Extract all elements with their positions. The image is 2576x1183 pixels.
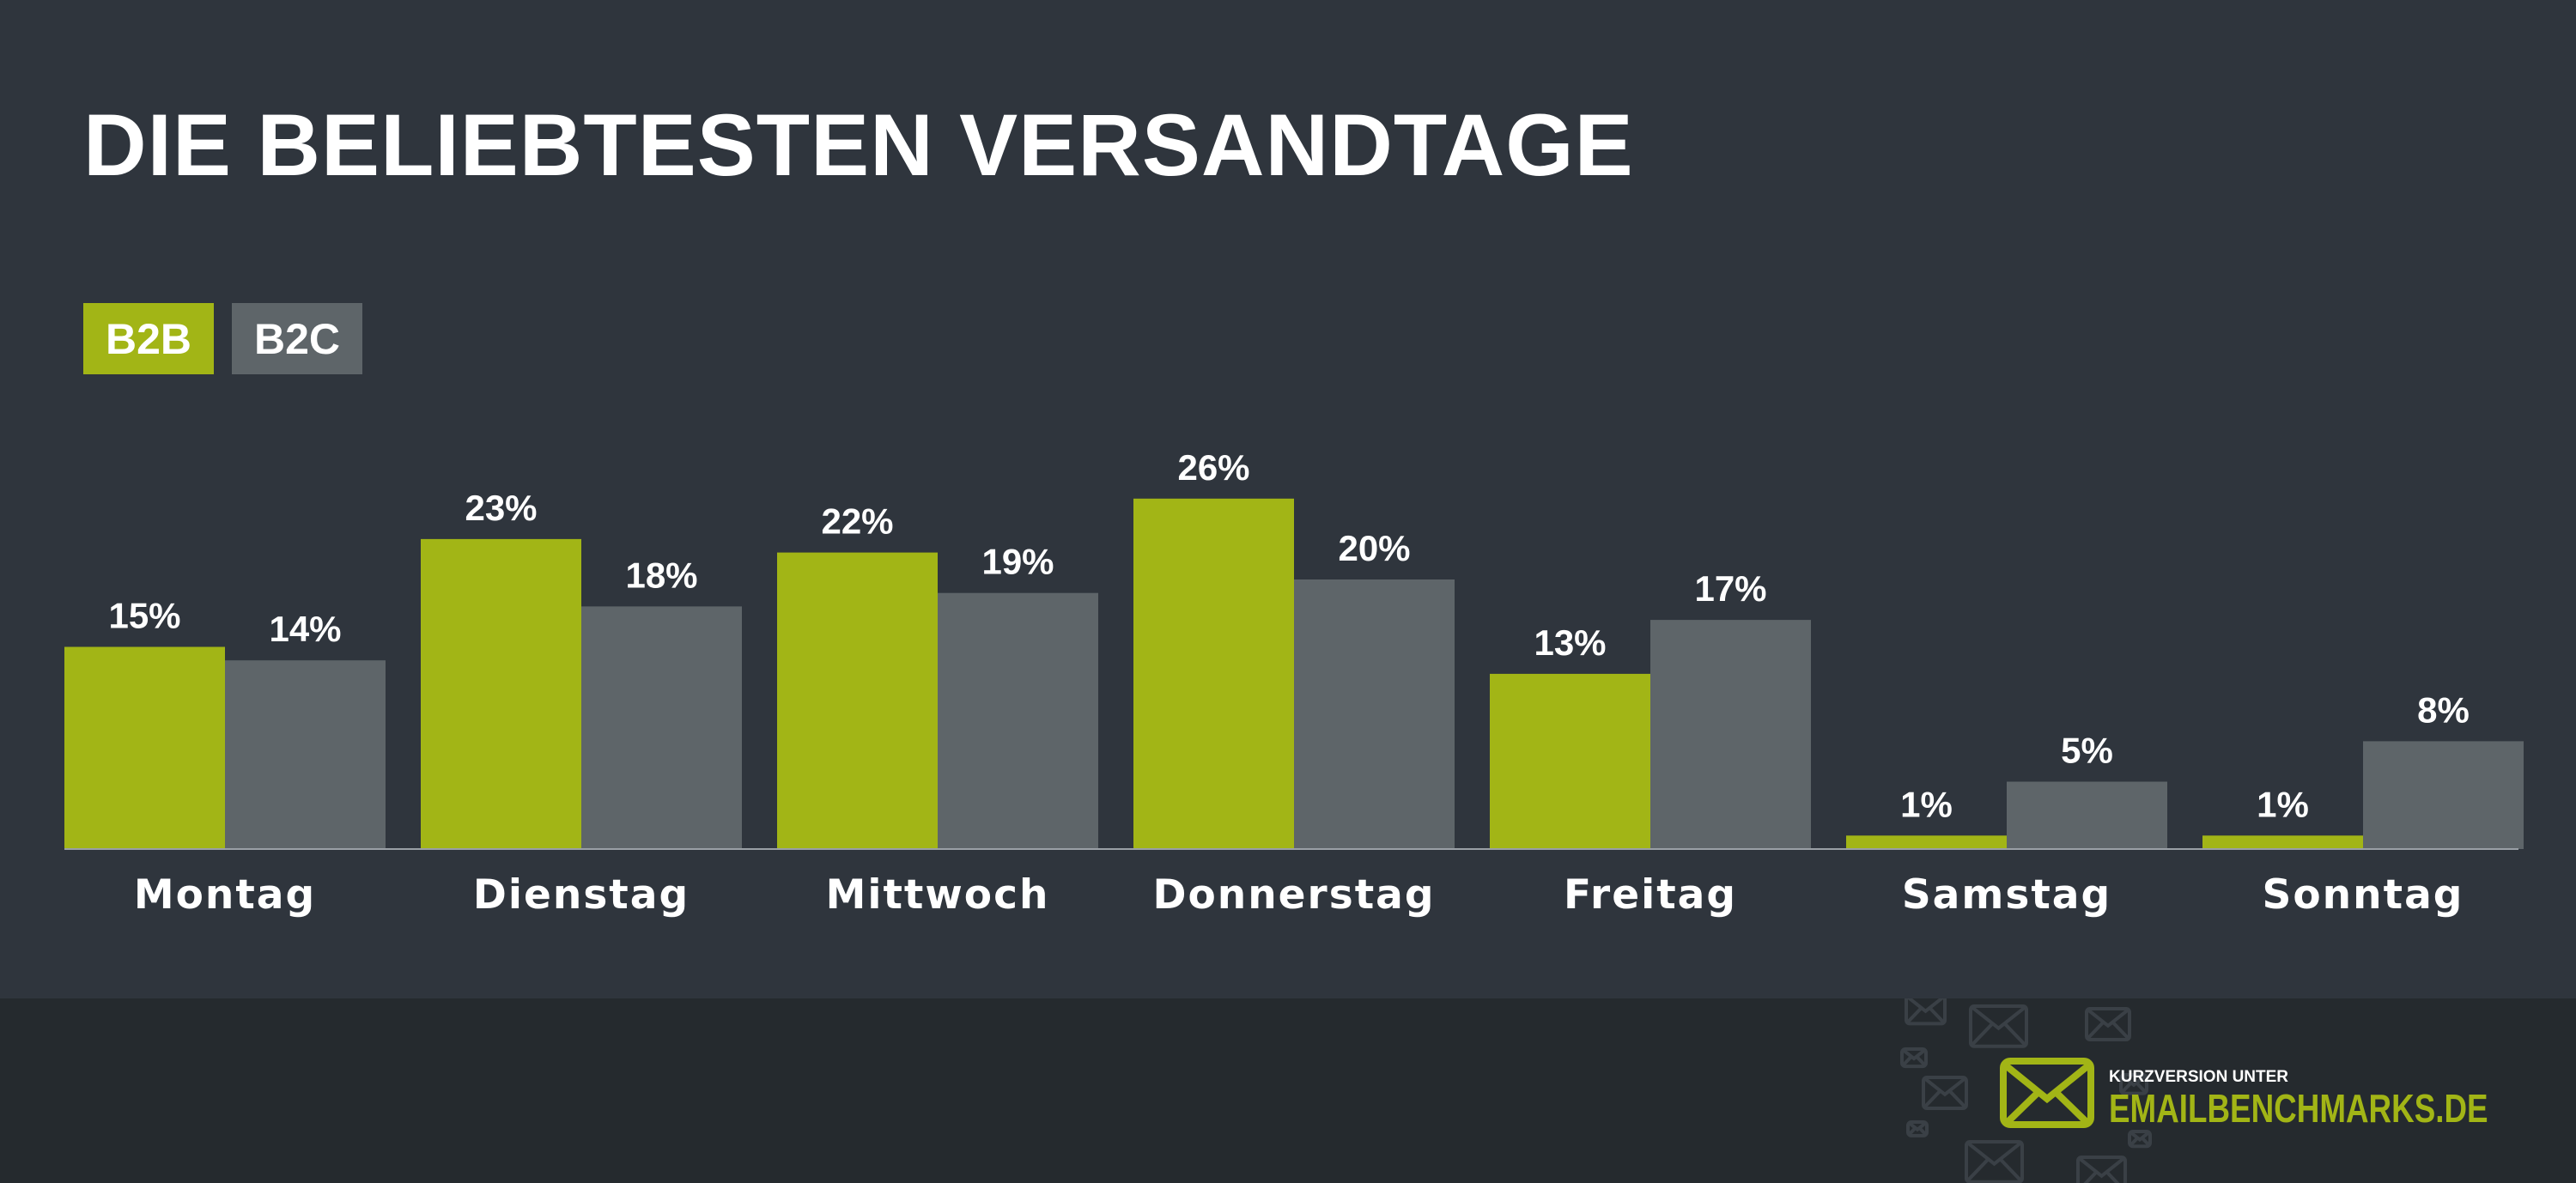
bar-b2b-freitag <box>1490 673 1650 849</box>
data-label: 15% <box>108 596 180 636</box>
data-label: 20% <box>1338 528 1410 568</box>
bar-b2b-montag <box>64 646 225 849</box>
bar-b2b-sonntag <box>2202 835 2363 849</box>
data-label: 8% <box>2417 689 2470 730</box>
data-label: 19% <box>981 542 1054 582</box>
data-label: 23% <box>465 488 537 528</box>
x-tick-label: Freitag <box>1564 871 1737 919</box>
x-tick-label: Sonntag <box>2263 871 2464 919</box>
envelope-pattern <box>1900 998 2152 1183</box>
bar-b2c-donnerstag <box>1294 579 1455 849</box>
x-tick-label: Dienstag <box>473 871 690 919</box>
legend-b2b: B2B <box>83 303 214 374</box>
x-tick-label: Samstag <box>1902 871 2111 919</box>
footer <box>0 998 2576 1183</box>
legend-b2c: B2C <box>232 303 362 374</box>
bar-b2b-donnerstag <box>1133 498 1294 849</box>
x-tick-label: Mittwoch <box>826 871 1050 919</box>
data-label: 26% <box>1177 447 1249 488</box>
bar-b2c-freitag <box>1650 620 1811 849</box>
logo-brand[interactable]: EMAILBENCHMARKS.DE <box>2109 1086 2488 1131</box>
data-label: 17% <box>1694 568 1766 609</box>
data-label: 22% <box>821 501 893 542</box>
bar-b2b-mittwoch <box>777 552 938 849</box>
bar-b2c-sonntag <box>2363 741 2524 849</box>
bar-b2c-mittwoch <box>938 592 1098 849</box>
x-tick-label: Donnerstag <box>1152 871 1435 919</box>
envelope-icon <box>2000 1058 2094 1128</box>
bar-b2c-samstag <box>2007 781 2167 849</box>
bar-b2c-montag <box>225 660 386 849</box>
data-label: 1% <box>1900 784 1953 824</box>
data-label: 5% <box>2061 731 2113 771</box>
logo-tagline: KURZVERSION UNTER <box>2109 1068 2289 1086</box>
data-label: 1% <box>2257 784 2309 824</box>
chart-title: DIE BELIEBTESTEN VERSANDTAGE <box>83 96 1634 194</box>
x-tick-label: Montag <box>134 871 316 919</box>
bar-b2b-samstag <box>1846 835 2007 849</box>
bar-b2c-dienstag <box>581 606 742 849</box>
bar-b2b-dienstag <box>421 538 581 849</box>
bar-chart: 15% 14% Montag 23% 18% Dienstag 22% 19% Mittwoch… <box>64 447 2524 919</box>
data-label: 18% <box>625 555 697 595</box>
data-label: 13% <box>1534 622 1606 663</box>
data-label: 14% <box>269 609 341 649</box>
